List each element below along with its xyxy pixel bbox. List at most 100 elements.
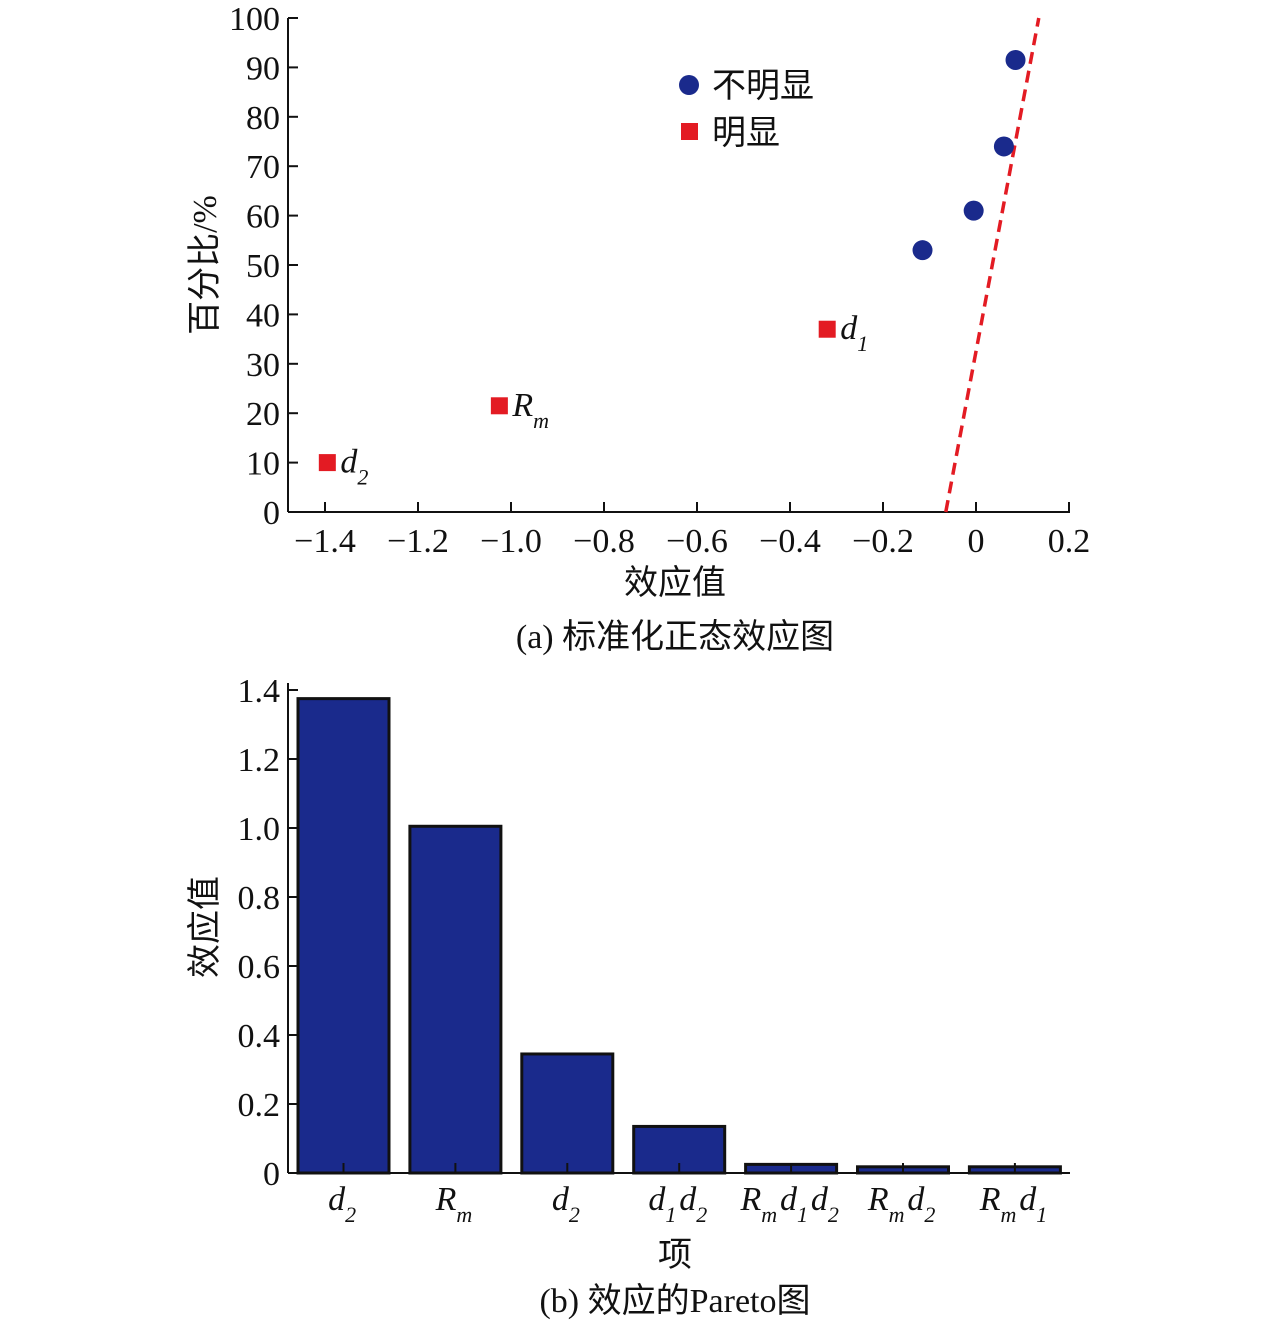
y-tick-label: 0 (263, 1156, 280, 1193)
bar (408, 824, 503, 1175)
legend-marker-circle (679, 75, 699, 95)
x-tick-label-main: d (328, 1181, 346, 1218)
x-axis-title: 效应值 (624, 564, 726, 602)
y-tick-label: 90 (246, 50, 280, 87)
x-tick-label-subscript: m (761, 1202, 777, 1227)
x-tick-label: −0.2 (852, 523, 914, 560)
x-tick-label-reset (935, 1181, 938, 1218)
x-tick-label-subscript: 1 (797, 1202, 808, 1227)
data-points: d2 Rm d1 (318, 49, 1026, 490)
x-tick-label-main: d (552, 1181, 570, 1218)
point-not-significant (993, 136, 1014, 157)
point-label-subscript: 1 (857, 331, 868, 356)
bar (296, 697, 391, 1175)
point-significant (490, 397, 508, 415)
point-label-main: d (840, 310, 858, 347)
y-tick-label: 10 (246, 446, 280, 483)
legend-label-not-significant: 不明显 (712, 68, 814, 105)
point-label-subscript: m (533, 408, 549, 433)
point-label: Rm (511, 387, 552, 433)
x-axis-title: 项 (658, 1237, 692, 1274)
x-tick-label-reset (356, 1181, 359, 1218)
point-label-subscript: 2 (357, 465, 368, 490)
x-tick-label: −1.4 (294, 523, 356, 560)
x-tick-label: Rm d1 d2 (739, 1181, 841, 1227)
point-label-reset (868, 310, 871, 347)
x-tick-label-subscript: 2 (696, 1202, 707, 1227)
y-tick-label: 0.8 (238, 880, 281, 917)
point-label-main: R (511, 387, 533, 424)
x-tick-label: Rm (435, 1181, 476, 1227)
y-tick-label: 80 (246, 100, 280, 137)
legend: 不明显 明显 (679, 68, 814, 152)
legend-label-significant: 明显 (712, 115, 780, 152)
x-tick-label-subscript: m (889, 1202, 905, 1227)
y-ticks: 0 0.2 0.4 0.6 0.8 1.0 1.2 1.4 (238, 673, 298, 1193)
x-tick-label-subscript: 2 (924, 1202, 935, 1227)
x-tick-label-subscript: 2 (828, 1202, 839, 1227)
x-tick-label: 0.2 (1048, 523, 1091, 560)
x-tick-label-reset (707, 1181, 710, 1218)
y-tick-label: 60 (246, 199, 280, 236)
point-label: d2 (340, 444, 371, 490)
y-tick-label: 100 (229, 1, 280, 38)
x-tick-label: d2 (328, 1181, 359, 1227)
legend-marker-square (681, 123, 698, 140)
x-tick-label-main: d (907, 1181, 925, 1218)
y-axis-title: 效应值 (186, 876, 224, 978)
x-tick-label: 0 (968, 523, 985, 560)
point-not-significant (963, 200, 984, 221)
point-label-reset (368, 444, 371, 481)
x-tick-label-subscript: 1 (1036, 1202, 1047, 1227)
y-tick-label: 70 (246, 149, 280, 186)
pareto-chart: 00.20.40.60.81.01.21.4 d2 Rm d2 d1 d2 Rm… (186, 673, 1070, 1320)
point-label: d1 (840, 310, 871, 356)
chart-caption: (b) 效应的Pareto图 (539, 1282, 810, 1320)
x-tick-label-subscript: 2 (569, 1202, 580, 1227)
y-tick-label: 1.0 (238, 811, 281, 848)
x-tick-label-main: R (979, 1181, 1001, 1218)
point-label-reset (549, 387, 552, 424)
bars (296, 697, 1062, 1175)
point-significant (318, 454, 336, 472)
x-tick-label: −1.0 (480, 523, 542, 560)
x-tick-label-reset (472, 1181, 475, 1218)
x-tick-label-subscript: m (456, 1202, 472, 1227)
point-not-significant (912, 240, 933, 261)
x-tick-label-reset (1047, 1181, 1050, 1218)
y-tick-label: 0.4 (238, 1018, 281, 1055)
bar (520, 1052, 615, 1175)
x-tick-label-reset (839, 1181, 842, 1218)
y-tick-label: 1.2 (238, 742, 281, 779)
x-tick-label: −0.8 (573, 523, 635, 560)
point-label-main: d (340, 444, 358, 481)
x-tick-label-main: d (1019, 1181, 1037, 1218)
x-tick-label: −0.4 (759, 523, 821, 560)
x-tick-label: −0.6 (666, 523, 728, 560)
x-tick-label-subscript: 2 (345, 1202, 356, 1227)
y-axis-title: 百分比/% (187, 195, 224, 335)
y-tick-label: 0.6 (238, 949, 281, 986)
y-tick-label: 0 (263, 495, 280, 532)
reference-line (944, 17, 1041, 513)
y-tick-label: 1.4 (238, 673, 281, 710)
x-tick-label: Rm d2 (867, 1181, 938, 1227)
y-tick-label: 20 (246, 396, 280, 433)
x-tick-label-main: d (679, 1181, 697, 1218)
x-ticks: −1.4 −1.2 −1.0 −0.8 −0.6 −0.4 −0.2 0 0.2 (294, 502, 1090, 560)
y-tick-label: 30 (246, 347, 280, 384)
x-tick-label: Rm d1 (979, 1181, 1050, 1227)
chart-caption: (a) 标准化正态效应图 (516, 618, 834, 656)
y-ticks: 0 10 20 30 40 50 60 70 80 90 100 (229, 1, 298, 532)
y-tick-label: 40 (246, 297, 280, 334)
x-tick-label-subscript: m (1001, 1202, 1017, 1227)
x-tick-label: d2 (552, 1181, 583, 1227)
x-tick-label: −1.2 (387, 523, 449, 560)
point-not-significant (1005, 49, 1026, 70)
x-tick-label-main: R (739, 1181, 761, 1218)
x-tick-label-subscript: 1 (665, 1202, 676, 1227)
point-significant (818, 320, 836, 338)
x-tick-label-main: R (435, 1181, 457, 1218)
